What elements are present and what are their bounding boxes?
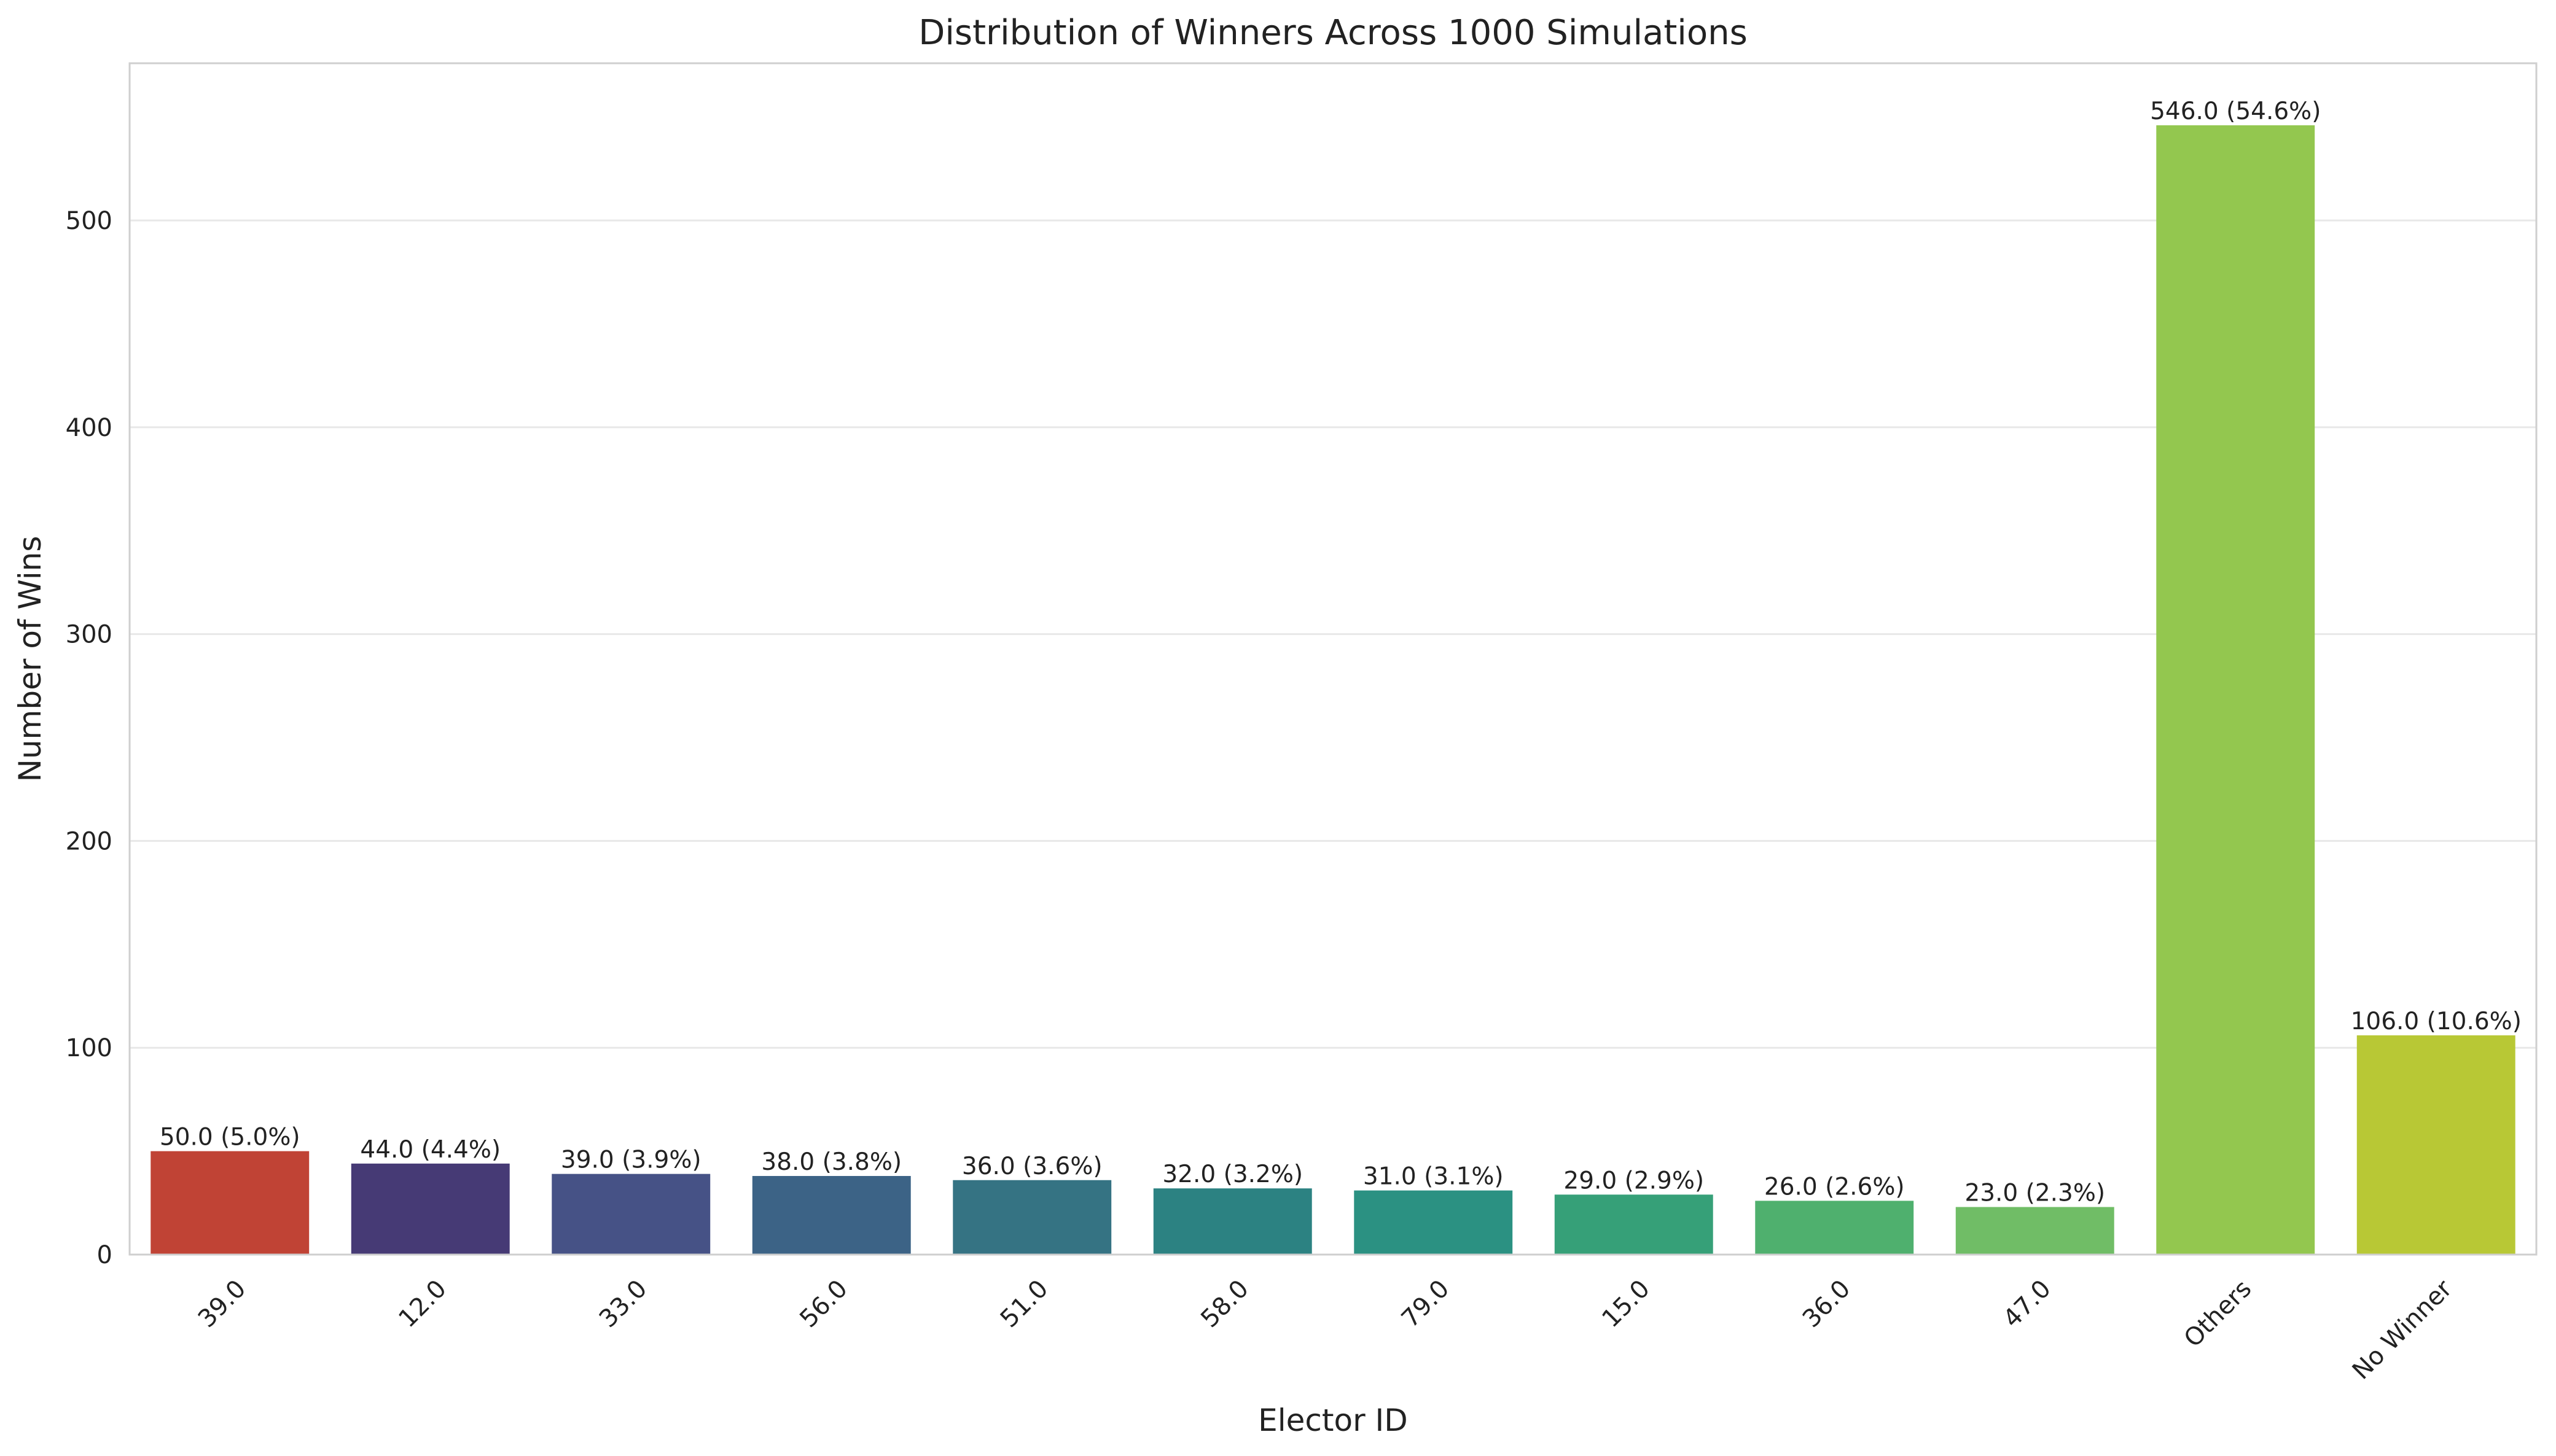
x-tick-label: 33.0 [594,1275,653,1334]
y-tick-label: 0 [97,1241,112,1269]
x-tick-label: 39.0 [193,1275,252,1334]
bar [752,1176,911,1255]
y-tick-label: 300 [66,621,112,649]
bars [150,125,2515,1255]
y-tick-label: 400 [66,414,112,442]
bar-value-label: 546.0 (54.6%) [2150,98,2321,125]
x-tick-label: 58.0 [1195,1275,1254,1334]
bar [1755,1201,1914,1255]
x-tick-label: 79.0 [1396,1275,1455,1334]
bar-value-label: 32.0 (3.2%) [1162,1161,1303,1188]
bar-value-label: 36.0 (3.6%) [962,1153,1103,1180]
y-tick-label: 100 [66,1034,112,1062]
bar [1153,1188,1312,1255]
bar [1354,1190,1513,1255]
bar-value-label: 44.0 (4.4%) [360,1136,501,1164]
y-axis-label: Number of Wins [12,536,48,782]
bar [1955,1207,2114,1255]
bar-value-label: 26.0 (2.6%) [1764,1173,1905,1201]
bar-value-label: 38.0 (3.8%) [761,1148,902,1176]
x-tick-label: 51.0 [995,1275,1054,1334]
y-tick-label: 200 [66,827,112,855]
bar [351,1163,510,1255]
bar-value-label: 31.0 (3.1%) [1363,1163,1504,1191]
bar [552,1174,711,1255]
bar-value-label: 29.0 (2.9%) [1563,1167,1704,1194]
x-tick-label: 56.0 [794,1275,853,1334]
bar [2356,1035,2515,1255]
x-tick-label: No Winner [2347,1274,2458,1385]
bar-value-label: 50.0 (5.0%) [160,1124,300,1151]
x-axis-label: Elector ID [1258,1403,1408,1438]
y-axis-ticks: 0 100 200 300 400 500 [66,207,112,1269]
x-tick-label: 15.0 [1597,1275,1655,1334]
x-tick-label: 47.0 [1998,1275,2057,1334]
bar-value-label: 23.0 (2.3%) [1964,1180,2105,1207]
bar [150,1151,310,1255]
bar [1554,1194,1713,1255]
bar [953,1180,1112,1255]
bar-value-label: 106.0 (10.6%) [2351,1008,2522,1035]
bar-value-label: 39.0 (3.9%) [561,1147,702,1174]
x-axis-ticks: 39.0 12.0 33.0 56.0 51.0 58.0 79.0 15.0 36.0 47.0… [193,1274,2458,1385]
x-tick-label: 36.0 [1797,1275,1856,1334]
data-labels: 50.0 (5.0%) 44.0 (4.4%) 39.0 (3.9%) 38.0 (3… [160,98,2522,1207]
x-tick-label: Others [2179,1275,2257,1353]
chart-title: Distribution of Winners Across 1000 Simu… [918,13,1748,53]
x-tick-label: 12.0 [393,1275,452,1334]
y-tick-label: 500 [66,207,112,235]
plot-frame [128,62,2538,1256]
bar [2156,125,2315,1255]
